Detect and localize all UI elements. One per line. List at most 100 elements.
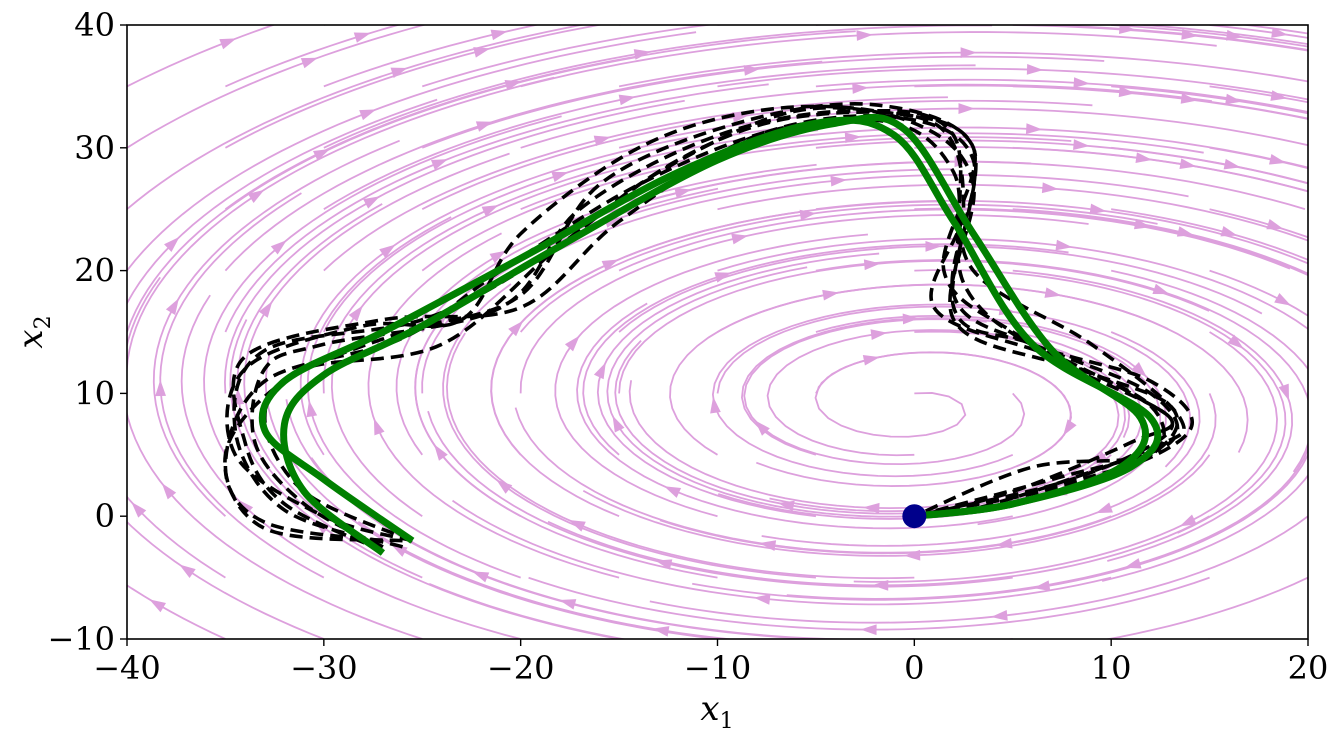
stream-arrow [830, 176, 847, 187]
stream-arrow [1042, 182, 1059, 193]
stream-arrow [1313, 269, 1330, 281]
stream-arrow [1096, 502, 1113, 513]
stream-arrow [1269, 154, 1286, 164]
stream-arrow [1315, 207, 1332, 217]
stream-arrow [852, 83, 868, 94]
stream-arrow [925, 241, 941, 252]
stream-arrow [710, 397, 721, 414]
equilibrium-point [902, 504, 926, 528]
stream-arrow [1317, 83, 1334, 94]
streamline [1308, 271, 1336, 284]
stream-arrow [1252, 647, 1269, 657]
streamline [1308, 25, 1336, 30]
stream-arrow [1317, 21, 1334, 32]
stream-arrow [463, 9, 480, 19]
stream-arrow [1124, 558, 1141, 568]
stream-arrow [559, 599, 576, 609]
stream-arrow [565, 336, 580, 352]
stream-arrow [1180, 515, 1197, 527]
stream-arrow [301, 58, 318, 69]
stream-arrow [508, 321, 523, 337]
stream-arrow [155, 380, 166, 396]
x-tick-label: 20 [1288, 649, 1329, 687]
stream-arrow [1177, 226, 1194, 236]
stream-arrow [1320, 341, 1335, 357]
y-axis-label: x2 [11, 315, 56, 348]
stream-arrow [179, 564, 195, 578]
streamline [583, 244, 1068, 455]
stream-arrow [349, 305, 363, 321]
y-tick-label: 10 [74, 374, 115, 412]
stream-arrow [996, 538, 1013, 549]
streamline [1308, 332, 1336, 370]
y-tick-label: 30 [74, 129, 115, 167]
stream-arrow [307, 400, 318, 417]
x-tick-label: 0 [904, 649, 924, 687]
stream-arrow [473, 47, 490, 57]
streamline [816, 352, 1071, 466]
stream-arrow [1027, 64, 1043, 75]
stream-arrow [1274, 293, 1291, 306]
stream-arrow [259, 301, 273, 317]
x-tick-label: 10 [1091, 649, 1132, 687]
stream-arrow [148, 10, 165, 21]
x-axis-label: x1 [700, 689, 733, 734]
stream-arrow [1151, 644, 1168, 655]
streamline [816, 316, 1166, 524]
points [902, 504, 926, 528]
stream-arrow [374, 418, 385, 435]
stream-arrow [958, 103, 974, 114]
stream-arrow [619, 95, 636, 106]
stream-arrow [1055, 240, 1072, 251]
streamline [127, 4, 337, 86]
stream-arrow [754, 594, 771, 605]
stream-arrow [860, 624, 876, 635]
streamline [1111, 86, 1335, 119]
streamline [127, 1, 187, 25]
stream-arrow [219, 38, 236, 49]
streamline [1308, 148, 1336, 156]
stream-arrow [569, 520, 586, 532]
stream-arrow [750, 14, 767, 25]
y-tick-label: −10 [47, 620, 115, 658]
stream-arrow [96, 480, 110, 496]
stream-arrow [715, 5, 732, 16]
y-tick-label: 20 [74, 252, 115, 290]
streamline [96, 564, 225, 639]
streamline [516, 408, 1112, 553]
stream-arrow [1027, 4, 1043, 15]
stream-arrow [580, 7, 597, 18]
reference-trajectory [262, 120, 1158, 541]
streamline [422, 8, 1111, 87]
stream-arrow [1316, 145, 1333, 155]
stream-arrow [1044, 287, 1061, 298]
stream-arrow [752, 652, 769, 663]
streamline [619, 2, 810, 25]
streamline [422, 1, 521, 25]
x-tick-label: −20 [487, 649, 555, 687]
stream-arrow [594, 362, 606, 379]
stream-arrow [871, 329, 888, 340]
stream-arrow [359, 109, 376, 120]
x-tick-label: −10 [684, 649, 752, 687]
streamline [428, 411, 1013, 586]
x-tick-label: −30 [290, 649, 358, 687]
stream-arrow [1179, 158, 1196, 169]
stream-arrow [363, 7, 380, 17]
streamline [756, 352, 1071, 486]
streamlines [88, 1, 1336, 663]
stream-arrow [864, 259, 881, 270]
streamline [1111, 209, 1336, 272]
stream-arrow [664, 486, 681, 498]
streamline [718, 185, 1336, 256]
y-tick-label: 40 [74, 6, 115, 44]
stream-arrow [856, 30, 872, 41]
stream-arrow [653, 626, 670, 637]
stream-arrow [1220, 226, 1237, 236]
stream-arrow [972, 650, 989, 661]
stream-arrow [1090, 204, 1107, 215]
